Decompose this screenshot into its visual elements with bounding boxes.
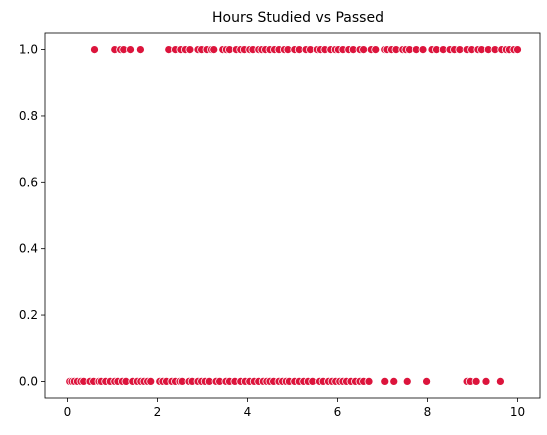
data-point <box>389 377 399 386</box>
plot-frame <box>44 32 541 399</box>
data-point <box>359 45 368 54</box>
chart-title: Hours Studied vs Passed <box>212 10 384 26</box>
data-point <box>136 45 145 54</box>
data-point <box>455 45 465 54</box>
y-tick-label: 0.8 <box>19 109 38 123</box>
x-tick-label: 2 <box>154 405 162 419</box>
data-point <box>402 377 412 386</box>
data-point <box>364 377 374 386</box>
y-tick-label: 0.0 <box>19 374 38 388</box>
x-tick-label: 6 <box>334 405 342 419</box>
y-tick-label: 0.4 <box>19 242 38 256</box>
x-tick-label: 0 <box>64 405 72 419</box>
data-point <box>418 45 428 54</box>
data-point <box>496 377 505 386</box>
data-point <box>471 377 481 386</box>
x-axis-ticks: 0 2 4 6 8 10 <box>64 398 525 419</box>
y-tick-label: 0.2 <box>19 308 38 322</box>
data-points <box>65 45 522 386</box>
data-point <box>146 377 156 386</box>
data-point <box>90 45 99 54</box>
x-tick-label: 4 <box>244 405 252 419</box>
data-point <box>481 377 491 386</box>
x-tick-label: 10 <box>510 405 525 419</box>
data-point <box>380 377 390 386</box>
y-tick-label: 0.6 <box>19 175 38 189</box>
x-tick-label: 8 <box>424 405 432 419</box>
data-point <box>422 377 431 386</box>
y-axis-ticks: 0.0 0.2 0.4 0.6 0.8 1.0 <box>19 43 45 388</box>
data-point <box>209 45 219 54</box>
data-point <box>371 45 381 54</box>
data-point <box>126 45 135 54</box>
data-point <box>513 45 522 54</box>
y-tick-label: 1.0 <box>19 43 38 57</box>
data-point <box>185 45 195 54</box>
